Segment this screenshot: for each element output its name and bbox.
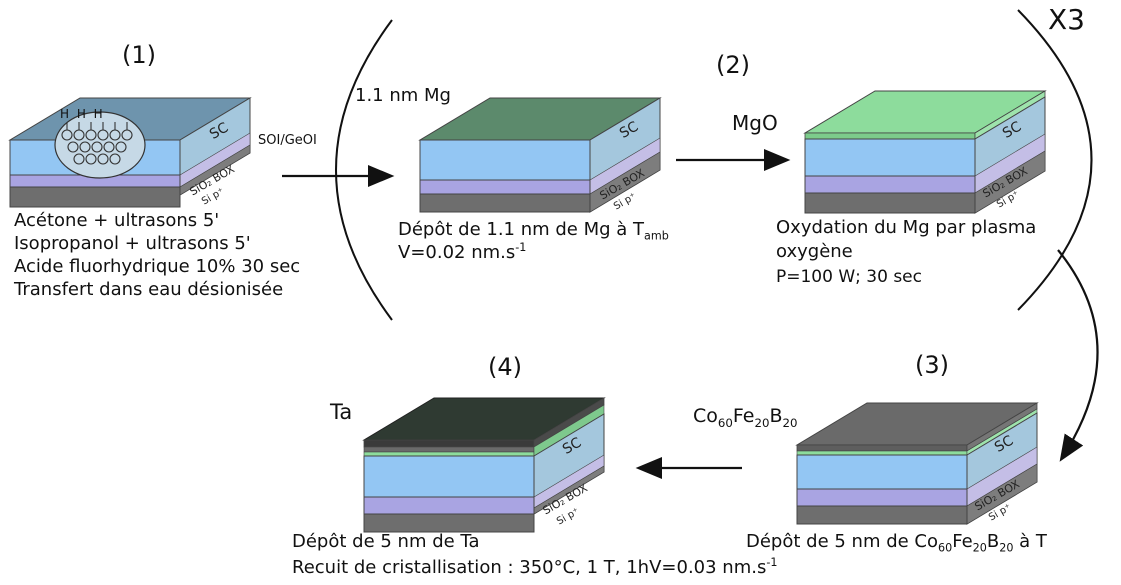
repeat-count: X3 <box>1048 3 1085 36</box>
step-2-number: (2) <box>716 51 750 79</box>
substrate-block-ta <box>362 397 606 533</box>
arrow-3 <box>1057 249 1099 462</box>
oxidation-line-1: Oxydation du Mg par plasma <box>776 217 1037 238</box>
ta-anneal-rate-text: Recuit de cristallisation : 350°C, 1 T, … <box>292 556 778 578</box>
mg-deposit-text: Dépôt de 1.1 nm de Mg à Tamb <box>398 219 669 243</box>
treatment-line-1: Acétone + ultrasons 5' <box>14 210 220 231</box>
substrate-block-cofeb <box>795 402 1039 525</box>
ultrasound-bath-icon <box>54 111 146 179</box>
treatment-line-3: Acide fluorhydrique 10% 30 sec <box>14 256 301 277</box>
step-4-number: (4) <box>488 353 522 381</box>
oxidation-line-2: oxygène <box>776 241 853 262</box>
cofeb-deposit-text: Dépôt de 5 nm de Co60Fe20B20 à T <box>746 532 1047 555</box>
substrate-block-1 <box>8 97 252 208</box>
mgo-layer-label: MgO <box>732 111 778 135</box>
substrate-block-mgo <box>803 90 1047 214</box>
cofeb-layer-label: Co60Fe20B20 <box>693 405 798 430</box>
treatment-line-4: Transfert dans eau désionisée <box>14 279 284 300</box>
arrow-1-label: SOI/GeOI <box>258 133 317 148</box>
cofeb-deposit-clip: Dépôt de 5 nm de Co60Fe20B20 à T <box>746 532 1112 560</box>
hydrogen-marks: H H H <box>60 107 105 121</box>
mg-layer-label: 1.1 nm Mg <box>355 85 451 106</box>
oxidation-line-3: P=100 W; 30 sec <box>776 267 922 287</box>
repeat-bracket-left <box>335 19 393 321</box>
substrate-block-mg <box>418 97 662 213</box>
ta-layer-label: Ta <box>330 400 353 424</box>
step-1-number: (1) <box>122 41 156 69</box>
ta-deposit-text: Dépôt de 5 nm de Ta <box>292 531 480 552</box>
step-3-number: (3) <box>915 351 949 379</box>
repeat-bracket-right <box>1017 9 1093 311</box>
mg-rate-text: V=0.02 nm.s-1 <box>398 241 527 263</box>
treatment-line-2: Isopropanol + ultrasons 5' <box>14 233 251 254</box>
